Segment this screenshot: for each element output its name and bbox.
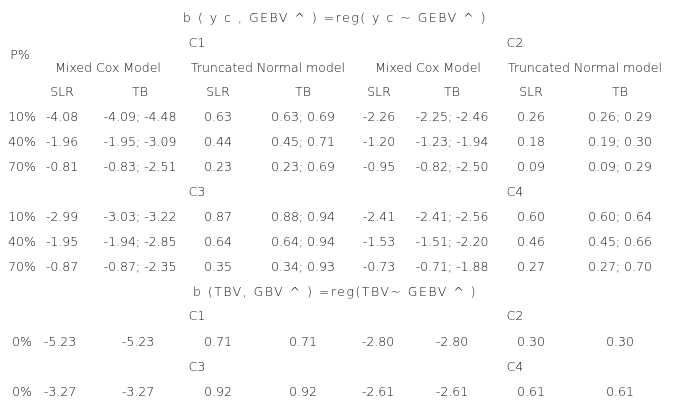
cell: -1.53 [362,233,396,249]
cell: 0.09; 0.29 [588,158,652,174]
cell: 0.18 [517,133,545,149]
cell: -1.95 [45,233,79,249]
row-label: 40% [8,133,36,149]
sub-header: SLR [206,83,230,99]
group-header: C1 [188,307,206,323]
cell: 0.71 [289,333,317,349]
cell: -0.82; -2.50 [415,158,489,174]
cell: -2.41; -2.56 [415,208,489,224]
cell: -0.87; -2.35 [103,258,177,274]
cell: -3.03; -3.22 [103,208,177,224]
cell: -4.08 [45,108,79,124]
cell: 0.64 [204,233,232,249]
group-header: C1 [188,34,206,50]
section-title: b ( y c , GEBV ^ ) =reg( y c ~ GEBV ^ ) [183,9,487,25]
group-header: C4 [506,183,524,199]
cell: -0.81 [45,158,79,174]
cell: -1.51; -2.20 [415,233,489,249]
cell: -0.71; -1.88 [415,258,489,274]
cell: -3.27 [121,383,155,399]
cell: -2.80 [361,333,395,349]
group-header: C2 [506,307,524,323]
cell: 0.92 [289,383,317,399]
cell: 0.88; 0.94 [271,208,335,224]
group-header: C3 [188,183,206,199]
row-label: 0% [12,383,32,399]
sub-header: TB [444,83,460,99]
cell: 0.19; 0.30 [588,133,652,149]
sub-header: TB [295,83,311,99]
cell: 0.44 [204,133,232,149]
cell: 0.26; 0.29 [588,108,652,124]
cell: 0.27 [517,258,545,274]
cell: 0.92 [204,383,232,399]
cell: -1.23; -1.94 [415,133,489,149]
row-label: 10% [8,208,36,224]
cell: 0.60; 0.64 [588,208,652,224]
cell: 0.23; 0.69 [271,158,335,174]
cell: -1.96 [45,133,79,149]
cell: -1.95; -3.09 [103,133,177,149]
sub-header: TB [132,83,148,99]
cell: -2.26 [362,108,396,124]
row-label: 70% [8,258,36,274]
sub-header: SLR [519,83,543,99]
cell: 0.09 [517,158,545,174]
cell: -0.95 [362,158,396,174]
p-header: P% [10,46,30,62]
group-header: C2 [506,34,524,50]
cell: -3.27 [43,383,77,399]
cell: -4.09; -4.48 [103,108,177,124]
group-header: C4 [506,358,524,374]
cell: 0.45; 0.66 [588,233,652,249]
cell: 0.60 [517,208,545,224]
cell: -2.80 [435,333,469,349]
cell: -1.20 [362,133,396,149]
cell: -2.61 [435,383,469,399]
cell: -5.23 [43,333,77,349]
cell: 0.63; 0.69 [271,108,335,124]
cell: -2.25; -2.46 [415,108,489,124]
model-header: Truncated Normal model [508,59,662,75]
cell: 0.35 [204,258,232,274]
cell: -0.87 [45,258,79,274]
group-header: C3 [188,358,206,374]
cell: 0.45; 0.71 [271,133,335,149]
cell: 0.23 [204,158,232,174]
cell: -0.73 [362,258,396,274]
cell: 0.61 [606,383,634,399]
cell: -0.83; -2.51 [103,158,177,174]
model-header: Mixed Cox Model [55,59,161,75]
cell: 0.71 [204,333,232,349]
row-label: 70% [8,158,36,174]
cell: -2.99 [45,208,79,224]
cell: -5.23 [121,333,155,349]
model-header: Truncated Normal model [191,59,345,75]
cell: -2.61 [361,383,395,399]
cell: 0.61 [517,383,545,399]
cell: 0.64; 0.94 [271,233,335,249]
row-label: 10% [8,108,36,124]
cell: 0.87 [204,208,232,224]
cell: 0.34; 0.93 [271,258,335,274]
cell: 0.30 [606,333,634,349]
cell: 0.27; 0.70 [588,258,652,274]
sub-header: SLR [50,83,74,99]
cell: 0.26 [517,108,545,124]
section-title: b (TBV, GBV ^ ) =reg(TBV~ GEBV ^ ) [192,283,478,299]
cell: 0.30 [517,333,545,349]
cell: 0.63 [204,108,232,124]
cell: 0.46 [517,233,545,249]
cell: -1.94; -2.85 [103,233,177,249]
sub-header: SLR [367,83,391,99]
row-label: 0% [12,333,32,349]
model-header: Mixed Cox Model [375,59,481,75]
sub-header: TB [612,83,628,99]
cell: -2.41 [362,208,396,224]
row-label: 40% [8,233,36,249]
